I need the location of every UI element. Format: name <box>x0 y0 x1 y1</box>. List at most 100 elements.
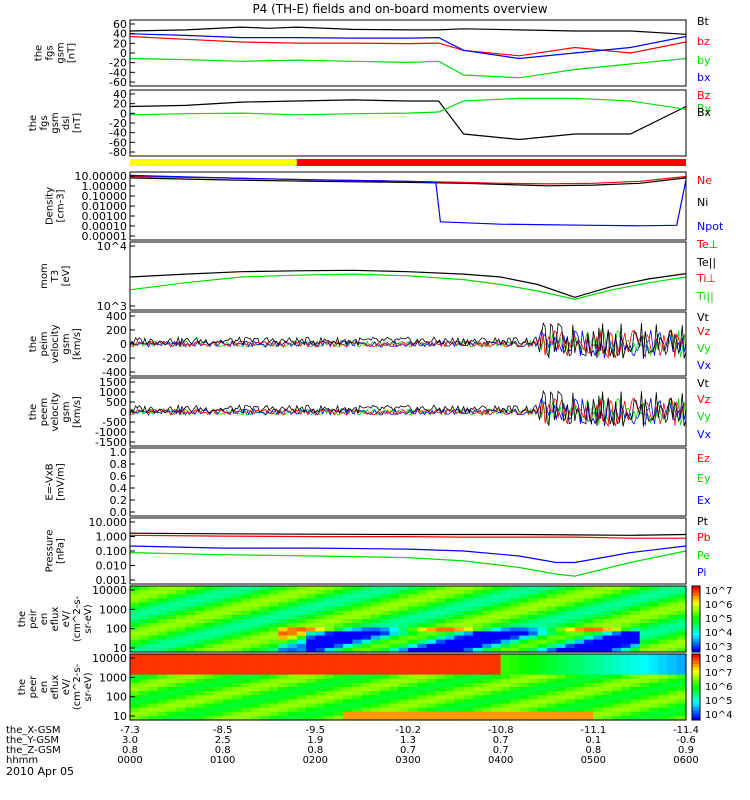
heatmap-cell <box>287 647 298 653</box>
heatmap-cell <box>472 614 483 620</box>
heatmap-cell <box>241 643 252 649</box>
heatmap-cell <box>398 658 409 663</box>
heatmap-cell <box>454 639 465 645</box>
heatmap-cell <box>574 586 585 591</box>
heatmap-cell <box>426 695 437 700</box>
heatmap-cell <box>315 682 326 688</box>
heatmap-cell <box>370 635 381 641</box>
heatmap-cell <box>343 643 353 649</box>
heatmap-cell <box>204 662 214 667</box>
heatmap-cell <box>519 691 530 696</box>
heatmap-cell <box>130 619 140 624</box>
heatmap-cell <box>584 631 594 637</box>
colorbar-cell <box>692 696 700 701</box>
heatmap-cell <box>380 715 391 721</box>
colorbar-cell <box>692 622 700 627</box>
heatmap-cell <box>509 711 520 717</box>
heatmap-cell <box>417 699 428 705</box>
heatmap-cell <box>417 623 428 628</box>
heatmap-cell <box>547 674 557 680</box>
heatmap-cell <box>306 586 316 591</box>
colorbar-cell <box>692 632 700 636</box>
heatmap-cell <box>278 658 289 663</box>
heatmap-cell <box>139 691 150 696</box>
heatmap-cell <box>445 707 455 713</box>
heatmap-cell <box>676 639 687 645</box>
heatmap-cell <box>222 711 233 717</box>
heatmap-cell <box>231 623 242 628</box>
heatmap-cell <box>482 598 492 604</box>
x-axis-value: 0500 <box>581 755 606 766</box>
heatmap-cell <box>352 647 363 653</box>
y-tick-label: 20 <box>113 37 127 50</box>
heatmap-cell <box>287 602 298 608</box>
heatmap-cell <box>130 586 140 591</box>
heatmap-cell <box>231 687 242 692</box>
y-axis-label: [nPa] <box>56 538 67 564</box>
heatmap-cell <box>204 687 214 692</box>
heatmap-cell <box>630 627 641 632</box>
heatmap-cell <box>269 590 279 595</box>
heatmap-cell <box>593 586 604 591</box>
heatmap-cell <box>259 699 270 705</box>
heatmap-cell <box>537 670 548 676</box>
heatmap-cell <box>537 703 548 709</box>
heatmap-cell <box>611 695 622 700</box>
heatmap-cell <box>417 707 428 713</box>
x-axis-value: 2.5 <box>215 735 231 746</box>
heatmap-cell <box>315 606 326 612</box>
heatmap-cell <box>250 602 261 608</box>
colorbar-cell <box>692 683 700 688</box>
heatmap-cell <box>547 627 557 632</box>
heatmap-cell <box>296 715 307 721</box>
heatmap-cell <box>333 666 344 672</box>
heatmap-cell <box>398 619 409 624</box>
heatmap-cell <box>306 635 316 641</box>
heatmap-cell <box>509 631 520 637</box>
heatmap-cell <box>537 614 548 620</box>
heatmap-cell <box>241 674 252 680</box>
heatmap-cell <box>333 631 344 637</box>
heatmap-cell <box>454 631 465 637</box>
heatmap-cell <box>537 715 548 721</box>
colorbar-tick-label: 10^8 <box>705 654 732 665</box>
colorbar-cell <box>692 693 700 698</box>
heatmap-cell <box>482 674 492 680</box>
heatmap-cell <box>176 687 187 692</box>
y-tick-label: 0.00100 <box>82 210 128 223</box>
heatmap-cell <box>306 682 316 688</box>
heatmap-cell <box>130 654 140 659</box>
heatmap-cell <box>315 643 326 649</box>
heatmap-cell <box>454 695 465 700</box>
heatmap-cell <box>361 643 372 649</box>
heatmap-cell <box>454 590 465 595</box>
heatmap-cell <box>139 586 150 591</box>
heatmap-cell <box>528 687 539 692</box>
y-axis-label: en <box>39 613 50 626</box>
heatmap-cell <box>574 647 585 653</box>
heatmap-cell <box>602 586 613 591</box>
heatmap-cell <box>370 610 381 616</box>
heatmap-cell <box>361 715 372 721</box>
heatmap-cell <box>167 654 177 659</box>
heatmap-cell <box>167 619 177 624</box>
heatmap-cell <box>250 619 261 624</box>
y-axis-label: [eV] <box>61 266 72 287</box>
heatmap-cell <box>537 691 548 696</box>
x-axis-row-label: the_Y-GSM <box>6 735 59 746</box>
colorbar-cell <box>692 612 700 617</box>
heatmap-cell <box>343 639 353 645</box>
heatmap-cell <box>352 623 363 628</box>
heatmap-cell <box>500 687 511 692</box>
heatmap-cell <box>222 674 233 680</box>
heatmap-cell <box>241 666 252 672</box>
heatmap-cell <box>584 590 594 595</box>
heatmap-cell <box>454 662 465 667</box>
colorbar-tick-label: 10^6 <box>705 600 732 611</box>
heatmap-cell <box>361 654 372 659</box>
colorbar-cell <box>692 657 700 662</box>
heatmap-cell <box>658 590 669 595</box>
heatmap-cell <box>472 695 483 700</box>
heatmap-cell <box>315 703 326 709</box>
